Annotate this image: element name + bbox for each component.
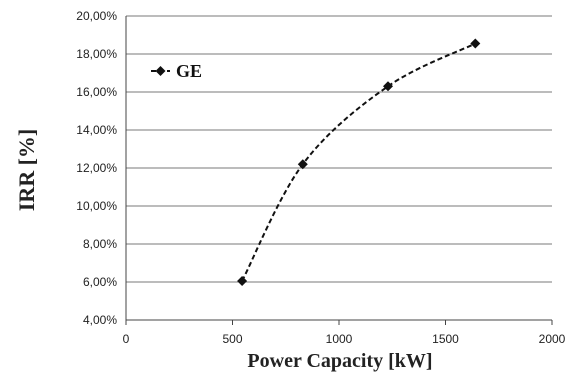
y-tick-label: 12,00% <box>76 161 117 175</box>
x-tick-label: 2000 <box>539 332 566 346</box>
y-tick-label: 10,00% <box>76 199 117 213</box>
legend-label-ge: GE <box>176 61 202 81</box>
series-line <box>241 42 476 282</box>
legend-marker-swatch <box>155 66 166 76</box>
y-tick-labels: 4,00% 6,00% 8,00% 10,00% 12,00% 14,00% 16,00% 1… <box>76 9 117 327</box>
x-axis-title: Power Capacity [kW] <box>247 350 432 372</box>
y-tick-label: 20,00% <box>76 9 117 23</box>
x-tick-label: 1500 <box>432 332 459 346</box>
y-tick-label: 6,00% <box>83 275 117 289</box>
y-tick-label: 18,00% <box>76 47 117 61</box>
series-layer <box>237 38 481 287</box>
data-point <box>470 38 481 49</box>
x-tick-label: 500 <box>222 332 242 346</box>
y-tick-label: 4,00% <box>83 313 117 327</box>
data-point <box>237 276 248 287</box>
y-axis-title: IRR [%] <box>14 129 39 212</box>
y-tick-label: 16,00% <box>76 85 117 99</box>
legend: GE <box>151 61 202 81</box>
y-tick-label: 8,00% <box>83 237 117 251</box>
x-tick-labels: 0 500 1000 1500 2000 <box>123 332 566 346</box>
x-tick-label: 0 <box>123 332 130 346</box>
data-point <box>382 81 393 92</box>
grid-lines <box>126 15 552 283</box>
data-point <box>297 159 308 170</box>
y-tick-label: 14,00% <box>76 123 117 137</box>
axes <box>125 16 553 325</box>
x-tick-label: 1000 <box>326 332 353 346</box>
